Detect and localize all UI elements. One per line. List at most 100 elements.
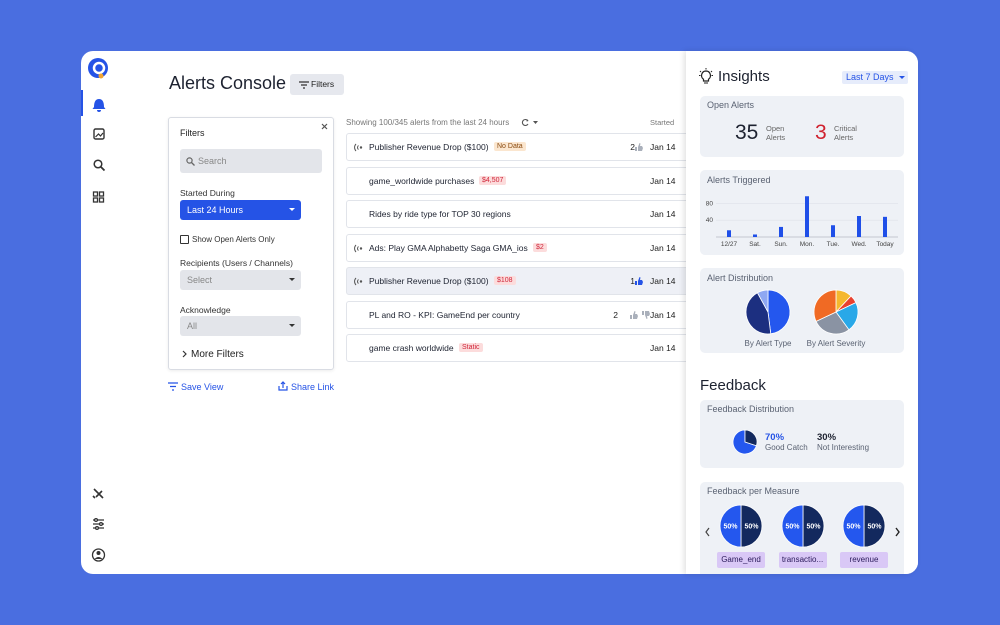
sidebar [81,58,108,562]
alert-row[interactable]: PL and RO - KPI: GameEnd per country 2 Jan… [346,300,691,329]
pie-slice [863,504,886,548]
open-alerts-title: Open Alerts [707,100,755,110]
filters-button[interactable]: Filters [290,74,344,95]
feedback-icons [630,310,650,319]
alert-row[interactable]: game crash worldwide Static Jan 14 [346,334,691,362]
alerts-triggered-chart: 40 80 12/27 Sat. Sun. Mon. Tue. Wed. Today [706,196,898,248]
more-filters[interactable]: More Filters [191,349,244,360]
started-column: Started [650,118,675,127]
checkbox[interactable] [180,235,189,244]
pie-slice [744,429,758,447]
alert-row[interactable]: Publisher Revenue Drop ($100) $108 1 Jan 14 [346,267,691,295]
feedback-percent: 30% [817,432,837,443]
refresh-icon[interactable] [521,118,539,127]
alert-tag: $108 [494,276,516,285]
started-during-label: Started During [180,188,235,198]
alert-row[interactable]: Publisher Revenue Drop ($100) No Data 2 Jan… [346,133,691,161]
x-tick-label: Tue. [827,241,840,248]
x-tick-label: Today [876,241,894,248]
alert-date: Jan 14 [650,276,676,286]
like-count: 1 [630,276,635,286]
signal-dot [359,146,363,149]
save-view[interactable]: Save View [181,382,224,392]
y-tick-label: 80 [706,200,714,207]
alerts-triggered-title: Alerts Triggered [707,175,771,185]
range-select[interactable]: Last 7 Days [842,71,908,84]
page-title: Alerts Console [169,73,287,93]
search-placeholder: Search [198,156,227,166]
share-link[interactable]: Share Link [291,382,335,392]
recipients-select[interactable]: Select [180,270,301,290]
bar [805,196,809,237]
pie-chart: 50% 50% [842,504,886,548]
x-tick-label: Wed. [851,241,866,248]
alert-tag: No Data [494,142,526,151]
bar [857,216,861,237]
range-value: Last 7 Days [846,72,894,82]
started-during-value: Last 24 Hours [187,205,244,215]
alert-distribution-card [700,268,904,353]
alert-name: game crash worldwide [369,343,454,353]
acknowledge-select[interactable]: All [180,316,301,336]
pie-slice [802,504,824,548]
thumbs-down-icon [642,310,650,319]
feedback-percent: 70% [765,432,785,443]
acknowledge-label: Acknowledge [180,305,231,315]
slice-label: 50% [744,524,759,531]
alert-name: Ads: Play GMA Alphabetty Saga GMA_ios [369,242,528,253]
recipients-label: Recipients (Users / Channels) [180,258,293,268]
alerts-triggered-card [700,170,904,255]
alert-tag: Static [459,343,483,352]
feedback-icons [635,143,643,151]
thumbs-up-icon [630,310,638,319]
feedback-measure-title: Feedback per Measure [707,486,800,496]
slice-label: 50% [867,524,882,531]
alert-row[interactable]: game_worldwide purchases $4,507 Jan 14 [346,166,691,195]
pie-chart: 50% 50% [781,504,824,548]
thumbs-up-icon [635,277,643,285]
pie-chart [813,289,859,335]
filter-icon [299,81,309,89]
feedback-label: Not Interesting [817,443,870,452]
measure-label[interactable]: transactio... [778,552,827,568]
bar [831,225,835,237]
signal-dot [359,246,363,250]
close-icon[interactable] [321,123,328,130]
pie-slice [719,504,742,548]
feedback-title: Feedback [700,377,766,394]
bulb-icon [699,68,713,84]
pie-chart: 50% 50% [719,504,763,548]
pie-slice [756,289,769,313]
started-during-select[interactable]: Last 24 Hours [180,200,301,220]
like-count: 2 [613,309,618,320]
measure-label[interactable]: revenue [840,552,888,568]
y-tick-label: 40 [706,217,714,224]
pie-slice [745,292,772,335]
alert-row[interactable]: Ads: Play GMA Alphabetty Saga GMA_ios $2 J… [346,233,691,262]
pie-slice [815,311,850,335]
alert-date: Jan 14 [650,309,676,320]
bar [727,230,731,237]
alert-name: Publisher Revenue Drop ($100) [369,142,489,152]
signal-waves [354,143,359,152]
alert-date: Jan 14 [650,242,676,253]
feedback-distribution-card [700,400,904,468]
alert-tag: $4,507 [479,175,507,185]
like-count: 2 [630,142,635,152]
x-tick-label: Sun. [774,241,788,248]
alert-row[interactable]: Rides by ride type for TOP 30 regions Jan… [346,200,691,228]
checkbox-label: Show Open Alerts Only [192,235,275,244]
pie-slice [781,504,803,548]
bar [753,234,757,237]
alert-date: Jan 14 [650,343,676,353]
alert-distribution-title: Alert Distribution [707,273,774,283]
insights-title: Insights [718,68,770,85]
range-arrow [898,76,905,79]
open-label: Open Alerts [766,124,786,142]
feedback-label: Good Catch [765,443,808,452]
signal-waves [354,277,359,286]
search-box[interactable]: Search [180,149,322,173]
pie-slice [767,289,791,335]
measure-label[interactable]: Game_end [717,552,765,568]
alert-date: Jan 14 [650,209,676,219]
